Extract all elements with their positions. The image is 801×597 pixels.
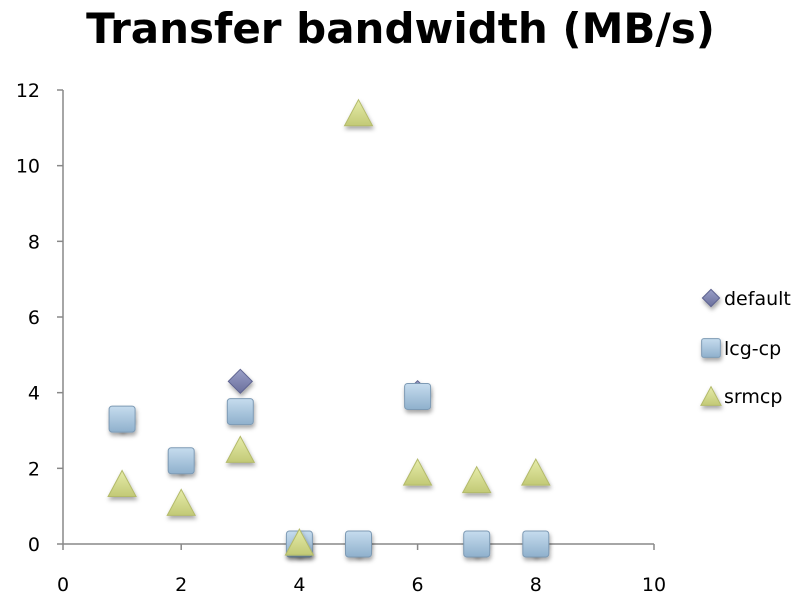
x-tick-label: 2 (175, 574, 187, 596)
y-tick-label: 4 (28, 383, 40, 405)
srmcp-point (402, 458, 433, 486)
default-point (227, 368, 254, 395)
legend-label: default (724, 288, 791, 310)
srmcp-point (166, 488, 197, 516)
y-tick-label: 8 (28, 231, 40, 253)
legend-square-icon (701, 338, 721, 358)
y-tick-label: 0 (28, 534, 40, 556)
series-srmcp (107, 98, 551, 556)
data-marks (107, 98, 551, 558)
srmcp-point (284, 528, 315, 556)
legend-triangle-icon (700, 385, 722, 406)
legend-diamond-icon (701, 288, 721, 308)
chart-title: Transfer bandwidth (MB/s) (86, 4, 715, 53)
lcg-cp-point (226, 398, 254, 426)
lcg-cp-point (404, 382, 432, 410)
y-tick-label: 2 (28, 458, 40, 480)
srmcp-point (225, 435, 256, 463)
lcg-cp-point (463, 530, 491, 558)
legend-item-srmcp: srmcp (700, 385, 782, 408)
legend: default lcg-cp srmcp (700, 288, 791, 408)
legend-label: srmcp (724, 386, 782, 408)
lcg-cp-point (345, 530, 372, 558)
x-tick-label: 8 (530, 574, 542, 596)
legend-item-lcg-cp: lcg-cp (701, 338, 781, 360)
x-tick-label: 10 (642, 574, 666, 596)
srmcp-point (343, 98, 374, 127)
legend-label: lcg-cp (724, 338, 781, 360)
tick-labels: 0 2 4 6 8 10 12 0 2 4 6 8 10 (16, 80, 666, 596)
y-tick-label: 12 (16, 80, 40, 102)
y-tick-label: 10 (16, 156, 40, 178)
series-lcg-cp (108, 382, 550, 558)
srmcp-point (520, 458, 551, 486)
srmcp-point (461, 465, 492, 494)
x-tick-label: 0 (57, 574, 69, 596)
lcg-cp-point (167, 447, 195, 475)
lcg-cp-point (522, 530, 550, 558)
srmcp-point (107, 469, 137, 497)
x-tick-label: 6 (412, 574, 424, 596)
legend-item-default: default (701, 288, 791, 310)
lcg-cp-point (108, 405, 136, 433)
x-tick-label: 4 (293, 574, 305, 596)
axes (57, 89, 655, 550)
y-tick-label: 6 (28, 307, 40, 329)
